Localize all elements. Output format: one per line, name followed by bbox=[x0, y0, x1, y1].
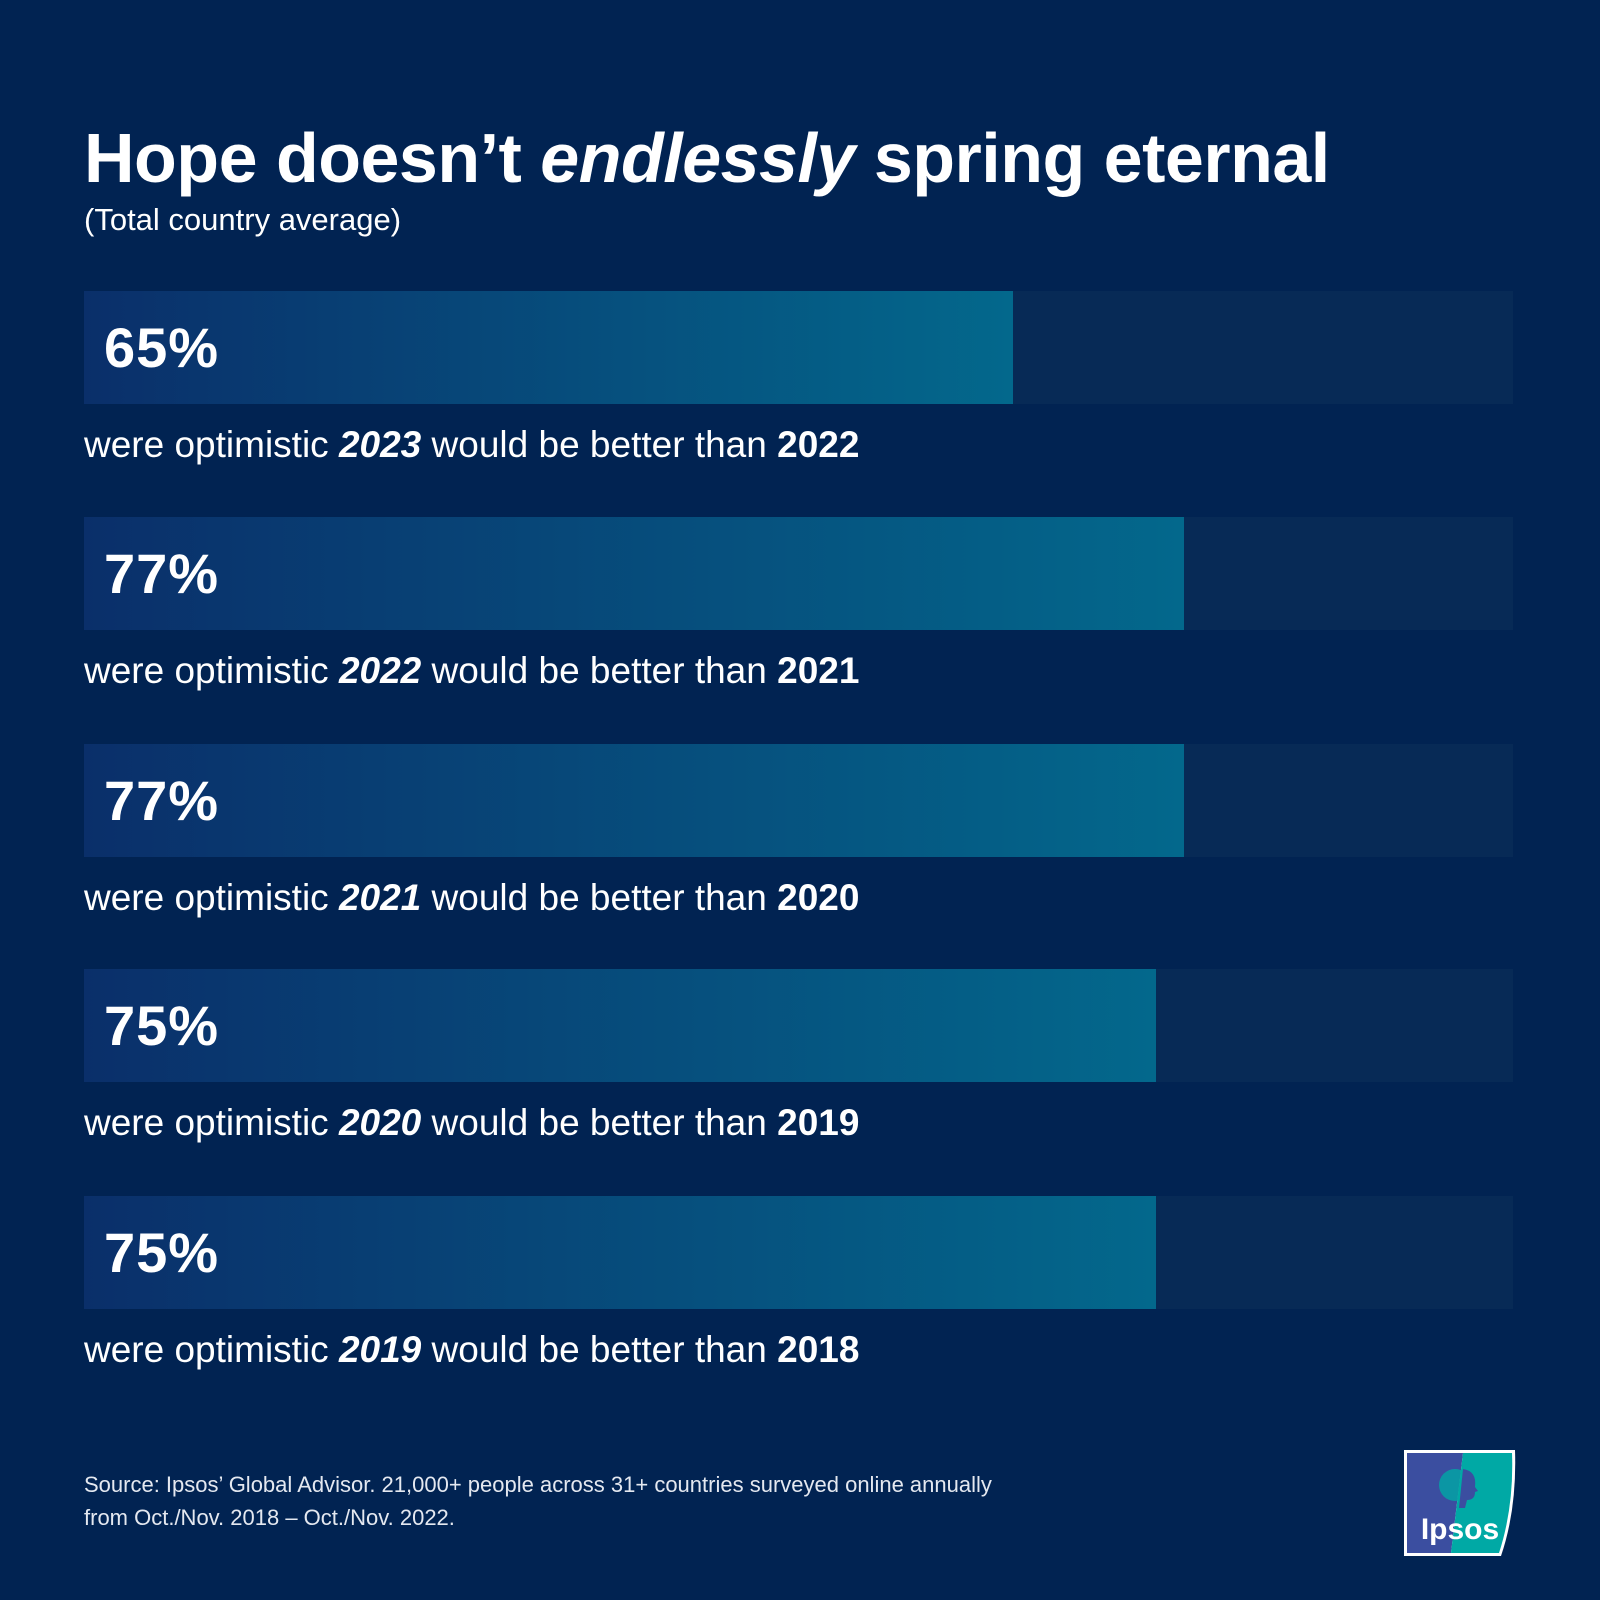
caption-text: would be better than bbox=[421, 650, 778, 691]
bar-value-label: 77% bbox=[104, 542, 220, 605]
bar-row: 77% were optimistic 2022 would be better … bbox=[84, 517, 1513, 692]
source-note: Source: Ipsos’ Global Advisor. 21,000+ p… bbox=[84, 1468, 992, 1534]
chart-subtitle: (Total country average) bbox=[84, 202, 402, 237]
bar-fill bbox=[84, 969, 1156, 1082]
bar-track: 75% bbox=[84, 1196, 1513, 1309]
title-italic: endlessly bbox=[540, 119, 855, 197]
bar-track: 77% bbox=[84, 517, 1513, 630]
bar-value-label: 65% bbox=[104, 316, 220, 379]
caption-year: 2021 bbox=[338, 877, 422, 918]
source-line: from Oct./Nov. 2018 – Oct./Nov. 2022. bbox=[84, 1505, 455, 1530]
caption-text: would be better than bbox=[421, 877, 778, 918]
bar-fill bbox=[84, 744, 1185, 857]
bar-caption: were optimistic 2019 would be better tha… bbox=[84, 1329, 1513, 1371]
bar-value-label: 75% bbox=[104, 994, 220, 1057]
bar-fill bbox=[84, 517, 1185, 630]
bar-caption: were optimistic 2021 would be better tha… bbox=[84, 877, 1513, 919]
bar-track: 65% bbox=[84, 291, 1513, 404]
caption-text: were optimistic bbox=[84, 1329, 339, 1370]
caption-text: would be better than bbox=[421, 1102, 778, 1143]
caption-year: 2023 bbox=[338, 424, 422, 465]
caption-prev-year: 2021 bbox=[777, 650, 860, 691]
bar-fill bbox=[84, 1196, 1156, 1309]
source-line: Source: Ipsos’ Global Advisor. 21,000+ p… bbox=[84, 1472, 992, 1497]
bar-row: 75% were optimistic 2020 would be better … bbox=[84, 969, 1513, 1144]
title-text: Hope doesn’t bbox=[84, 119, 541, 197]
caption-prev-year: 2020 bbox=[777, 877, 860, 918]
caption-year: 2019 bbox=[338, 1329, 422, 1370]
svg-text:Ipsos: Ipsos bbox=[1421, 1513, 1499, 1546]
caption-prev-year: 2019 bbox=[777, 1102, 860, 1143]
caption-text: were optimistic bbox=[84, 877, 339, 918]
caption-text: would be better than bbox=[421, 1329, 778, 1370]
bar-row: 75% were optimistic 2019 would be better … bbox=[84, 1196, 1513, 1371]
bar-value-label: 75% bbox=[104, 1221, 220, 1284]
caption-year: 2022 bbox=[338, 650, 422, 691]
caption-text: were optimistic bbox=[84, 424, 339, 465]
caption-text: would be better than bbox=[421, 424, 778, 465]
caption-text: were optimistic bbox=[84, 650, 339, 691]
caption-year: 2020 bbox=[338, 1102, 422, 1143]
bar-value-label: 77% bbox=[104, 769, 220, 832]
title-text: spring eternal bbox=[854, 119, 1330, 197]
bar-fill bbox=[84, 291, 1013, 404]
bar-track: 77% bbox=[84, 744, 1513, 857]
caption-prev-year: 2018 bbox=[777, 1329, 860, 1370]
bar-row: 65% were optimistic 2023 would be better … bbox=[84, 291, 1513, 466]
bar-caption: were optimistic 2023 would be better tha… bbox=[84, 424, 1513, 466]
bar-caption: were optimistic 2022 would be better tha… bbox=[84, 650, 1513, 692]
caption-prev-year: 2022 bbox=[777, 424, 860, 465]
caption-text: were optimistic bbox=[84, 1102, 339, 1143]
ipsos-logo: Ipsos bbox=[1404, 1450, 1516, 1556]
bar-caption: were optimistic 2020 would be better tha… bbox=[84, 1102, 1513, 1144]
bar-row: 77% were optimistic 2021 would be better … bbox=[84, 744, 1513, 919]
bar-track: 75% bbox=[84, 969, 1513, 1082]
chart-title: Hope doesn’t endlessly spring eternal bbox=[84, 118, 1330, 198]
